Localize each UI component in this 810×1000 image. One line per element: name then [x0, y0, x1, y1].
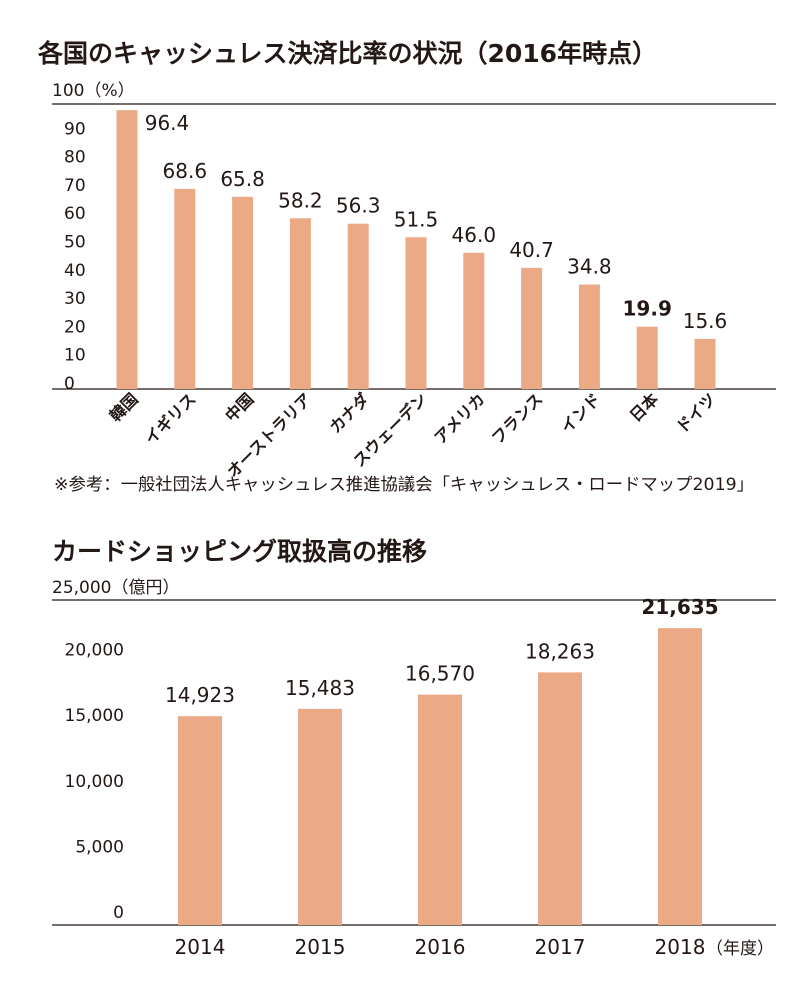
chart2-y-tick: 20,000: [65, 641, 124, 661]
chart2-bar: [178, 716, 222, 925]
chart1-category-label: アメリカ: [431, 389, 489, 447]
chart1-bars: [116, 110, 716, 390]
chart2-y-unit: 25,000（億円）: [52, 578, 179, 598]
chart1-category-label: カナダ: [326, 389, 373, 436]
chart1-y-tick: 20: [64, 317, 86, 337]
chart2-category-labels: 2014 2015 2016 2017 2018: [175, 935, 706, 959]
chart2-x-unit: （年度）: [706, 939, 774, 959]
chart1-bar: [578, 284, 600, 389]
chart1-title: 各国のキャッシュレス決済比率の状況（2016年時点）: [37, 39, 657, 68]
chart1-source-note: ※参考：一般社団法人キャッシュレス推進協議会「キャッシュレス・ロードマップ201…: [54, 475, 754, 495]
chart1-bar: [694, 338, 716, 389]
chart1-bar: [636, 326, 658, 389]
chart1-y-tick: 60: [64, 204, 86, 224]
chart1-bar: [463, 252, 485, 389]
chart1-category-label: フランス: [488, 389, 546, 447]
chart2-category-label: 2014: [175, 935, 226, 959]
chart2-y-tick: 0: [113, 903, 124, 923]
chart1-data-label: 40.7: [509, 238, 554, 262]
chart2-bar: [418, 694, 462, 925]
chart1-y-unit: 100（%）: [52, 81, 135, 101]
chart1-data-label: 68.6: [163, 159, 208, 183]
chart2-bar: [538, 672, 582, 925]
chart1-y-tick: 0: [64, 374, 75, 394]
chart2-title: カードショッピング取扱高の推移: [52, 537, 427, 566]
chart2-y-tick: 10,000: [65, 772, 124, 792]
chart1-bar: [232, 196, 254, 389]
chart1-data-label: 56.3: [336, 194, 381, 218]
chart2-category-label: 2016: [415, 935, 466, 959]
chart1-bar: [347, 223, 369, 389]
chart2-data-label: 18,263: [525, 639, 595, 663]
chart2-bar: [298, 708, 342, 925]
chart2-data-label: 15,483: [285, 676, 355, 700]
chart1-bar: [116, 110, 138, 390]
chart1-y-tick: 10: [64, 346, 86, 366]
chart1-data-labels: 96.4 68.6 65.8 58.2 56.3 51.5 46.0 40.7 34.8 19.9…: [145, 111, 728, 333]
chart2-data-labels: 14,923 15,483 16,570 18,263 21,635: [165, 595, 719, 707]
chart2-y-ticks: 0 5,000 10,000 15,000 20,000: [65, 641, 124, 923]
chart2-bars: [178, 628, 702, 925]
chart1-data-label: 96.4: [145, 111, 190, 135]
chart2-data-label: 16,570: [405, 662, 475, 686]
chart1-data-label: 65.8: [220, 167, 265, 191]
chart1-y-tick: 40: [64, 261, 86, 281]
chart1-data-label: 46.0: [452, 223, 497, 247]
chart1-data-label: 19.9: [623, 297, 672, 321]
chart1-y-ticks: 0 10 20 30 40 50 60 70 80 90: [64, 119, 86, 394]
chart1-category-label: ドイツ: [672, 389, 719, 436]
chart1-category-label: 韓国: [106, 389, 142, 425]
chart1-bar: [174, 188, 196, 389]
chart1-y-tick: 30: [64, 289, 86, 309]
chart1-bar: [521, 267, 543, 389]
chart1-category-label: インド: [557, 389, 604, 436]
chart1-bar: [289, 218, 311, 389]
chart1-bar: [405, 237, 427, 389]
chart2-category-label: 2017: [535, 935, 586, 959]
chart2-y-tick: 5,000: [75, 837, 124, 857]
chart1-y-tick: 80: [64, 148, 86, 168]
chart2-category-label: 2015: [295, 935, 346, 959]
chart1-data-label: 58.2: [278, 188, 323, 212]
chart2-category-label: 2018: [655, 935, 706, 959]
chart1-data-label: 15.6: [683, 309, 728, 333]
chart1-category-label: 中国: [221, 389, 257, 425]
chart1-data-label: 51.5: [394, 207, 439, 231]
chart2-bar: [658, 628, 702, 925]
chart1-y-tick: 90: [64, 119, 86, 139]
chart2-data-label: 14,923: [165, 683, 235, 707]
chart2-data-label: 21,635: [641, 595, 718, 619]
chart1-y-tick: 50: [64, 233, 86, 253]
chart1-data-label: 34.8: [567, 255, 612, 279]
chart2-y-tick: 15,000: [65, 706, 124, 726]
chart1-category-label: イギリス: [141, 389, 200, 448]
chart1-y-tick: 70: [64, 176, 86, 196]
chart1-category-label: 日本: [626, 389, 662, 425]
